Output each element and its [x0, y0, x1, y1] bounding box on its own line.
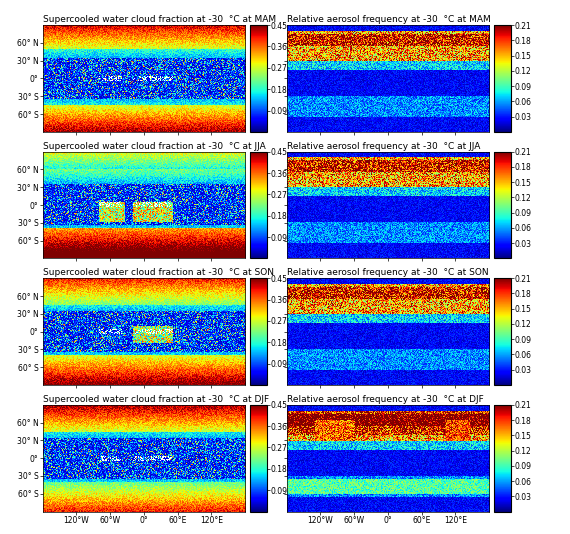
- Text: Relative aerosol frequency at -30  °C at JJA: Relative aerosol frequency at -30 °C at …: [287, 142, 480, 151]
- Text: Relative aerosol frequency at -30  °C at MAM: Relative aerosol frequency at -30 °C at …: [287, 15, 490, 25]
- Text: Relative aerosol frequency at -30  °C at DJF: Relative aerosol frequency at -30 °C at …: [287, 395, 483, 404]
- Text: Supercooled water cloud fraction at -30  °C at SON: Supercooled water cloud fraction at -30 …: [43, 269, 274, 278]
- Text: Supercooled water cloud fraction at -30  °C at MAM: Supercooled water cloud fraction at -30 …: [43, 15, 276, 25]
- Text: Supercooled water cloud fraction at -30  °C at JJA: Supercooled water cloud fraction at -30 …: [43, 142, 266, 151]
- Text: Relative aerosol frequency at -30  °C at SON: Relative aerosol frequency at -30 °C at …: [287, 269, 488, 278]
- Text: Supercooled water cloud fraction at -30  °C at DJF: Supercooled water cloud fraction at -30 …: [43, 395, 269, 404]
